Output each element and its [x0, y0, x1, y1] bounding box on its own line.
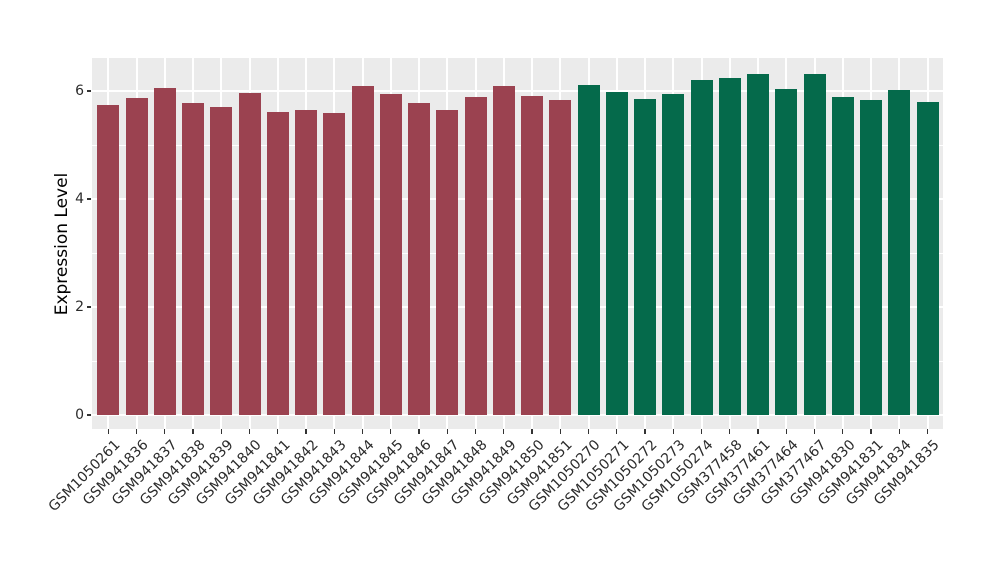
x-tick-mark	[587, 429, 590, 434]
x-tick-mark	[898, 429, 900, 434]
x-tick-mark	[474, 429, 477, 434]
x-tick-mark	[135, 429, 138, 434]
y-tick-label: 6	[75, 83, 84, 99]
bar-GSM941831	[860, 100, 883, 415]
x-tick-mark	[305, 429, 307, 434]
x-tick-mark	[277, 429, 279, 434]
x-tick-mark	[813, 429, 816, 434]
y-tick-mark	[87, 306, 91, 308]
bar-GSM377464	[775, 88, 798, 415]
y-tick-mark	[87, 90, 91, 92]
bar-GSM377461	[747, 73, 770, 415]
bar-GSM941845	[379, 94, 402, 415]
bar-GSM941835	[916, 101, 939, 415]
x-tick-mark	[785, 429, 787, 434]
x-tick-mark	[248, 429, 251, 434]
bar-GSM941839	[210, 106, 233, 415]
x-tick-mark	[616, 429, 618, 434]
bar-GSM1050273	[662, 94, 685, 415]
x-tick-mark	[842, 429, 844, 434]
minor-gridline	[92, 144, 943, 146]
x-tick-mark	[361, 429, 364, 434]
bar-GSM941846	[408, 102, 431, 415]
x-tick-mark	[644, 429, 646, 434]
bar-GSM941837	[153, 87, 176, 415]
x-tick-mark	[418, 429, 420, 434]
bar-GSM377458	[718, 78, 741, 415]
x-tick-mark	[390, 429, 392, 434]
y-tick-mark	[87, 198, 91, 200]
bar-GSM1050270	[577, 85, 600, 415]
bar-GSM1050274	[690, 79, 713, 415]
bar-GSM1050272	[634, 98, 657, 415]
bar-GSM1050271	[605, 92, 628, 415]
x-tick-mark	[672, 429, 674, 434]
y-tick-label: 2	[75, 299, 84, 315]
x-tick-mark	[192, 429, 194, 434]
bar-GSM941840	[238, 93, 261, 415]
x-tick-mark	[870, 429, 872, 434]
bar-GSM941834	[888, 90, 911, 415]
x-tick-mark	[757, 429, 759, 434]
major-gridline	[92, 414, 943, 416]
x-tick-mark	[700, 429, 703, 434]
bar-GSM941830	[831, 97, 854, 415]
bar-GSM941841	[266, 112, 289, 415]
minor-gridline	[92, 252, 943, 254]
x-tick-mark	[220, 429, 222, 434]
x-tick-mark	[531, 429, 533, 434]
bar-GSM941844	[351, 86, 374, 415]
bar-GSM941842	[295, 109, 318, 415]
bar-GSM941850	[521, 95, 544, 415]
x-tick-mark	[446, 429, 448, 434]
x-tick-mark	[926, 429, 929, 434]
y-tick-label: 4	[75, 191, 84, 207]
y-tick-mark	[87, 414, 91, 416]
plot-panel	[92, 58, 943, 429]
x-tick-mark	[164, 429, 166, 434]
bar-GSM941849	[492, 85, 515, 415]
bar-GSM1050261	[97, 104, 120, 415]
x-tick-mark	[559, 429, 561, 434]
bar-GSM941836	[125, 98, 148, 415]
bar-GSM941843	[323, 112, 346, 415]
x-tick-mark	[503, 429, 505, 434]
x-tick-mark	[333, 429, 335, 434]
minor-gridline	[92, 360, 943, 362]
bar-GSM941851	[549, 99, 572, 415]
major-gridline	[92, 306, 943, 308]
bar-GSM377467	[803, 73, 826, 415]
bar-GSM941838	[182, 103, 205, 415]
major-gridline	[92, 90, 943, 92]
x-tick-mark	[729, 429, 731, 434]
bar-GSM941848	[464, 96, 487, 415]
y-tick-label: 0	[75, 407, 84, 423]
bar-GSM941847	[436, 110, 459, 415]
major-gridline	[92, 198, 943, 200]
x-tick-mark	[107, 429, 109, 434]
